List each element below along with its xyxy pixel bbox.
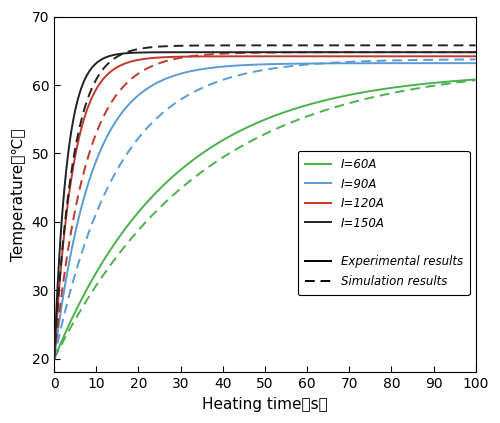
Y-axis label: Temperature（℃）: Temperature（℃）: [11, 128, 26, 261]
Legend: I=60A, I=90A, I=120A, I=150A,  , Experimental results, Simulation results: I=60A, I=90A, I=120A, I=150A, , Experime…: [298, 151, 470, 295]
X-axis label: Heating time（s）: Heating time（s）: [202, 397, 328, 412]
